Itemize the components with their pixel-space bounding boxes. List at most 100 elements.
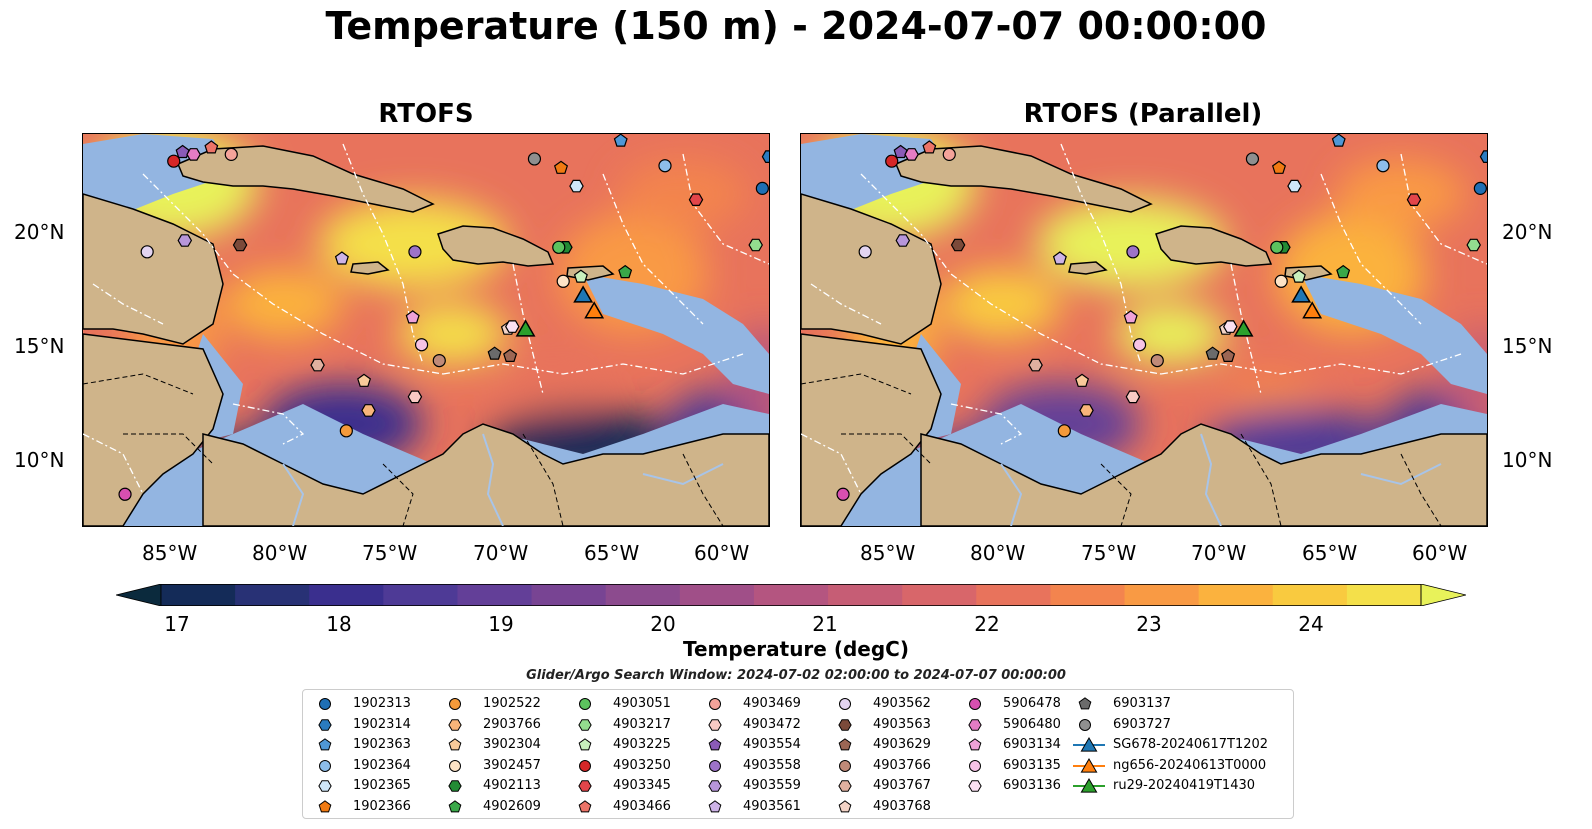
float-2903766[interactable] [361, 404, 376, 417]
float-6903727[interactable] [1245, 152, 1260, 166]
float-4903563[interactable] [950, 238, 966, 252]
float-6903137[interactable] [487, 346, 502, 360]
float-3902304[interactable] [1075, 373, 1090, 387]
float-5906478[interactable] [836, 487, 850, 501]
search-window-text: Glider/Argo Search Window: 2024-07-02 02… [526, 668, 1066, 683]
float-1902314[interactable] [761, 150, 769, 163]
legend-label: 4903466 [613, 798, 671, 814]
float-1902365[interactable] [1287, 179, 1302, 193]
float-4903629[interactable] [503, 348, 518, 362]
float-4903472[interactable] [407, 390, 423, 404]
float-3902457[interactable] [556, 274, 570, 288]
float-1902364[interactable] [658, 159, 672, 173]
legend-label: 1902363 [353, 737, 411, 752]
float-4903767[interactable] [310, 358, 325, 372]
float-4903469[interactable] [224, 147, 238, 161]
float-4903554[interactable] [175, 144, 190, 159]
float-1902313[interactable] [1473, 181, 1487, 195]
float-4903629[interactable] [1221, 348, 1236, 362]
glider-ng656-20240613T0000[interactable] [1302, 301, 1323, 319]
float-4903051[interactable] [552, 240, 566, 254]
legend-label: 5906480 [1003, 716, 1061, 732]
float-3902304[interactable] [357, 373, 372, 387]
float-4903562[interactable] [858, 245, 872, 259]
float-6903135[interactable] [414, 338, 429, 352]
float-4903466[interactable] [922, 140, 937, 154]
float-4903766[interactable] [432, 353, 446, 368]
float-4903250[interactable] [167, 154, 181, 168]
float-4902609[interactable] [1336, 264, 1351, 279]
float-6903135[interactable] [1132, 338, 1147, 352]
colorbar-label: Temperature (degC) [683, 637, 909, 661]
float-4903217[interactable] [748, 238, 763, 252]
float-5906480[interactable] [186, 148, 201, 161]
colorbar-tick-20: 20 [650, 612, 676, 636]
legend-label: 4903563 [873, 716, 931, 732]
float-4903563[interactable] [232, 238, 248, 252]
float-4903225[interactable] [1291, 269, 1306, 283]
float-1902522[interactable] [339, 424, 353, 438]
float-4903559[interactable] [895, 234, 911, 247]
lon-tick-right-65: 65°W [1302, 541, 1358, 565]
legend-label: 1902314 [353, 716, 411, 732]
float-4903051[interactable] [1270, 240, 1284, 254]
glider-ng656-20240613T0000[interactable] [584, 301, 605, 319]
colorbar [115, 583, 1467, 607]
float-1902522[interactable] [1057, 424, 1071, 438]
float-1902366[interactable] [553, 160, 569, 174]
float-5906480[interactable] [904, 148, 919, 161]
glider-ru29-20240419T1430[interactable] [515, 319, 536, 337]
float-4903558[interactable] [1126, 245, 1140, 259]
float-1902314[interactable] [1479, 150, 1487, 163]
float-6903134[interactable] [1123, 310, 1138, 324]
float-4903561[interactable] [1052, 251, 1067, 265]
float-1902366[interactable] [1271, 160, 1287, 174]
float-2903766[interactable] [1079, 404, 1094, 417]
float-4903472[interactable] [1125, 390, 1141, 404]
legend-label: 3902304 [483, 737, 541, 752]
glider-SG678-20240617T1202[interactable] [1291, 285, 1312, 303]
float-4903767[interactable] [1028, 358, 1043, 372]
float-1902363[interactable] [613, 134, 628, 147]
float-1902364[interactable] [1376, 159, 1390, 173]
legend: 1902313 1902314 1902363 1902364 1902365 19023… [302, 689, 1294, 819]
float-4903466[interactable] [204, 140, 219, 154]
colorbar-tick-21: 21 [812, 612, 838, 636]
float-4903345[interactable] [1406, 193, 1422, 207]
float-1902313[interactable] [755, 181, 769, 195]
float-4903345[interactable] [688, 193, 704, 207]
map-panel-rtofs[interactable] [82, 133, 770, 527]
float-6903134[interactable] [405, 310, 420, 324]
colorbar-tick-19: 19 [488, 612, 514, 636]
float-4903561[interactable] [334, 251, 349, 265]
float-5906478[interactable] [118, 487, 132, 501]
legend-label: 4903766 [873, 757, 931, 773]
glider-ru29-20240419T1430[interactable] [1233, 319, 1254, 337]
float-1902365[interactable] [569, 179, 584, 193]
float-4903225[interactable] [573, 269, 588, 283]
legend-label: SG678-20240617T1202 [1113, 737, 1269, 752]
float-4903469[interactable] [942, 147, 956, 161]
float-6903137[interactable] [1205, 346, 1220, 360]
float-4903559[interactable] [177, 234, 193, 247]
map-panel-rtofs-parallel[interactable] [800, 133, 1488, 527]
float-4902609[interactable] [618, 264, 633, 279]
map-rtofs [83, 134, 769, 526]
float-6903136[interactable] [505, 320, 520, 333]
float-3902457[interactable] [1274, 274, 1288, 288]
rivers [282, 433, 724, 526]
float-6903727[interactable] [527, 152, 542, 166]
glider-SG678-20240617T1202[interactable] [573, 285, 594, 303]
float-1902363[interactable] [1331, 134, 1346, 147]
float-4903562[interactable] [140, 245, 154, 259]
float-6903136[interactable] [1223, 320, 1238, 333]
lat-tick-left-10: 10°N [14, 448, 65, 472]
lon-tick-right-80: 80°W [970, 541, 1026, 565]
float-4903554[interactable] [893, 144, 908, 159]
float-4903217[interactable] [1466, 238, 1481, 252]
lon-tick-left-80: 80°W [252, 541, 308, 565]
float-4903766[interactable] [1150, 353, 1164, 368]
figure-title: Temperature (150 m) - 2024-07-07 00:00:0… [325, 4, 1267, 48]
float-4903558[interactable] [408, 245, 422, 259]
float-4903250[interactable] [885, 154, 899, 168]
